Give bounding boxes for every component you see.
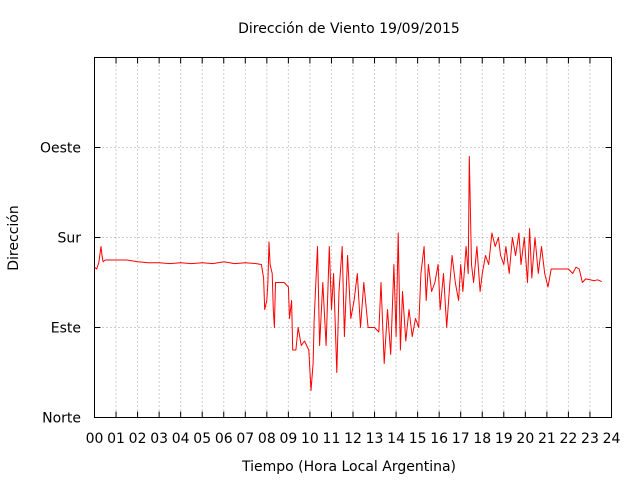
x-tick-label: 08 (258, 431, 276, 447)
y-tick-label: Sur (57, 231, 81, 247)
x-tick-label: 24 (603, 431, 621, 447)
x-tick-label: 22 (560, 431, 578, 447)
x-tick-label: 04 (172, 431, 190, 447)
x-tick-label: 11 (323, 431, 341, 447)
x-tick-label: 15 (409, 431, 427, 447)
x-axis-label: Tiempo (Hora Local Argentina) (241, 459, 456, 475)
x-tick-label: 12 (344, 431, 362, 447)
x-tick-label: 06 (215, 431, 233, 447)
x-tick-label: 13 (366, 431, 384, 447)
x-tick-label: 23 (581, 431, 599, 447)
chart-title: Dirección de Viento 19/09/2015 (238, 21, 460, 37)
x-tick-label: 05 (193, 431, 211, 447)
x-tick-label: 00 (86, 431, 104, 447)
x-tick-label: 20 (516, 431, 534, 447)
x-axis-ticks: 00 01 02 03 04 05 06 07 08 09 10 11 12 13 14 15 16 17 18 19… (86, 57, 621, 447)
y-tick-label: Este (51, 321, 81, 337)
grid (94, 57, 612, 418)
x-tick-label: 09 (279, 431, 297, 447)
x-tick-label: 18 (473, 431, 491, 447)
y-tick-label: Norte (42, 411, 81, 427)
wind-direction-series-line (94, 156, 602, 391)
series (94, 156, 602, 391)
y-axis-ticks: Norte Este Sur Oeste (40, 141, 612, 427)
x-tick-label: 07 (236, 431, 254, 447)
x-tick-label: 01 (107, 431, 125, 447)
x-tick-label: 16 (430, 431, 448, 447)
x-tick-label: 10 (301, 431, 319, 447)
x-tick-label: 21 (538, 431, 556, 447)
x-tick-label: 03 (150, 431, 168, 447)
x-tick-label: 02 (129, 431, 147, 447)
x-tick-label: 19 (495, 431, 513, 447)
y-axis-label: Dirección (6, 205, 22, 270)
y-tick-label: Oeste (40, 141, 81, 157)
x-tick-label: 14 (387, 431, 405, 447)
x-tick-label: 17 (452, 431, 470, 447)
